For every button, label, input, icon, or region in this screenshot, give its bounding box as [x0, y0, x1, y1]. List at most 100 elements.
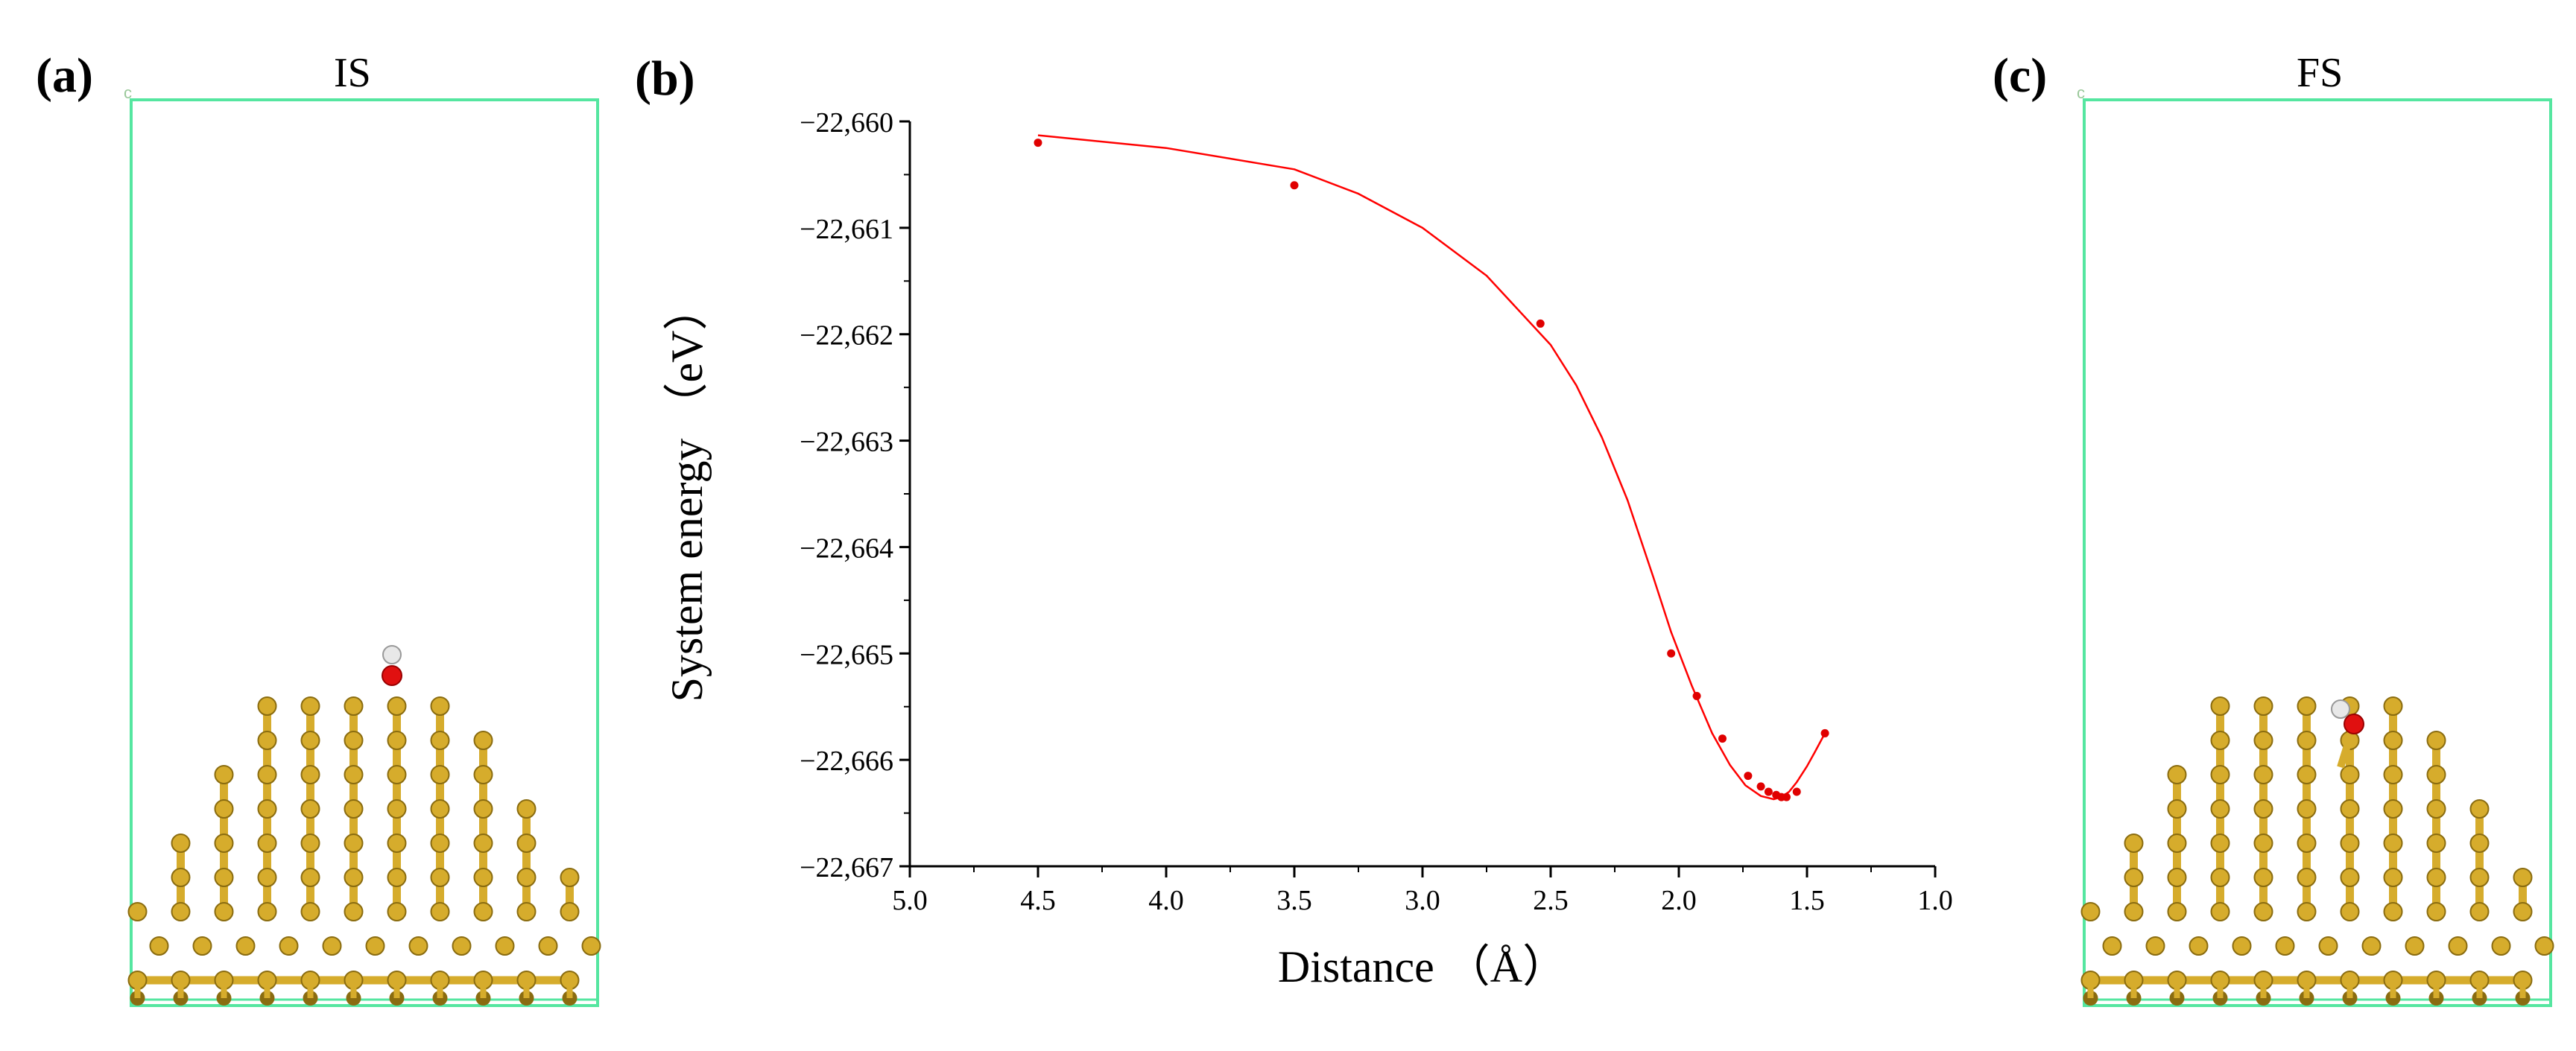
si-atom	[430, 799, 450, 819]
si-atom	[387, 765, 407, 784]
data-point	[1756, 782, 1765, 791]
si-atom	[2253, 868, 2273, 887]
si-atom	[257, 765, 277, 784]
si-atom	[430, 834, 450, 853]
y-tick-label: −22,665	[800, 639, 893, 670]
si-atom	[581, 936, 601, 956]
si-atom	[387, 834, 407, 853]
si-atom	[344, 765, 364, 784]
si-atom	[516, 799, 537, 819]
si-atom	[365, 936, 385, 956]
si-atom	[2297, 799, 2317, 819]
si-atom	[473, 765, 493, 784]
series-layer	[1034, 134, 1829, 801]
si-atom	[2340, 834, 2360, 853]
si-atom	[127, 902, 148, 921]
si-atom	[2210, 765, 2230, 784]
si-atom	[2383, 902, 2403, 921]
si-atom	[2210, 834, 2230, 853]
si-atom	[2253, 799, 2273, 819]
si-atom	[2167, 765, 2187, 784]
si-atom	[2253, 731, 2273, 750]
si-atom	[430, 902, 450, 921]
fs-structure-model: c	[2077, 83, 2554, 1007]
si-atom	[2426, 731, 2446, 750]
oxygen-atom	[382, 665, 402, 686]
si-atom	[257, 799, 277, 819]
si-atom	[257, 731, 277, 750]
panel-a-label: (a)	[36, 48, 93, 103]
si-atom	[2297, 868, 2317, 887]
si-atom	[2210, 731, 2230, 750]
si-atom	[149, 936, 169, 956]
si-atom	[2275, 936, 2295, 956]
si-atom	[2426, 902, 2446, 921]
si-atom	[387, 868, 407, 887]
si-atom	[2340, 902, 2360, 921]
y-tick-label: −22,661	[800, 214, 893, 245]
si-atom	[2448, 936, 2468, 956]
si-atom	[257, 902, 277, 921]
si-atom	[2405, 936, 2425, 956]
x-ticks: 5.0 4.5 4.0 3.5 3.0 2.5 2.0 1.5 1.0	[892, 866, 1953, 916]
si-atom	[2469, 902, 2490, 921]
data-point	[1290, 181, 1299, 190]
si-atom	[2426, 834, 2446, 853]
si-atom	[2340, 765, 2360, 784]
si-atom	[2253, 696, 2273, 716]
si-atom	[214, 765, 234, 784]
data-point	[1692, 691, 1701, 700]
si-atom	[2383, 696, 2403, 716]
si-atom	[2124, 902, 2144, 921]
si-atom	[2297, 902, 2317, 921]
si-atom	[171, 834, 191, 853]
si-atom	[2534, 936, 2554, 956]
x-tick-label: 3.5	[1276, 885, 1312, 916]
si-atom	[387, 696, 407, 716]
si-atom	[2210, 902, 2230, 921]
y-tick-label: −22,666	[800, 746, 893, 777]
hydrogen-atom	[382, 645, 402, 664]
si-atom	[344, 731, 364, 750]
si-atom	[2426, 765, 2446, 784]
x-tick-label: 5.0	[892, 885, 928, 916]
si-atom	[2167, 902, 2187, 921]
si-atom	[2426, 799, 2446, 819]
data-point	[1820, 728, 1829, 737]
si-atom	[2232, 936, 2252, 956]
si-atom	[235, 936, 256, 956]
si-atom	[171, 902, 191, 921]
fit-curve	[1037, 134, 1826, 801]
y-tick-label: −22,660	[800, 107, 893, 139]
unit-cell-box	[2083, 98, 2552, 1007]
si-atom	[2383, 834, 2403, 853]
si-atom	[2383, 799, 2403, 819]
si-atom	[2210, 696, 2230, 716]
si-atom	[344, 902, 364, 921]
si-atom	[2253, 834, 2273, 853]
si-atom	[344, 868, 364, 887]
si-atom	[192, 936, 212, 956]
si-atom	[473, 731, 493, 750]
si-atom	[2297, 834, 2317, 853]
si-atom	[344, 799, 364, 819]
si-atom	[473, 902, 493, 921]
si-atom	[214, 799, 234, 819]
si-atom	[2189, 936, 2209, 956]
si-atom	[2426, 868, 2446, 887]
si-atom	[2469, 868, 2490, 887]
si-atom	[2318, 936, 2338, 956]
y-tick-label: −22,664	[800, 533, 893, 564]
si-atom	[300, 765, 320, 784]
si-atom	[538, 936, 558, 956]
x-tick-label: 4.5	[1020, 885, 1056, 916]
si-atom	[387, 902, 407, 921]
si-atom	[300, 902, 320, 921]
si-atom	[2383, 868, 2403, 887]
si-atom	[2167, 868, 2187, 887]
oxygen-atom	[2344, 714, 2364, 734]
si-atom	[2383, 765, 2403, 784]
axis-marker-c: c	[124, 83, 132, 102]
si-atom	[257, 834, 277, 853]
si-atom	[560, 902, 580, 921]
